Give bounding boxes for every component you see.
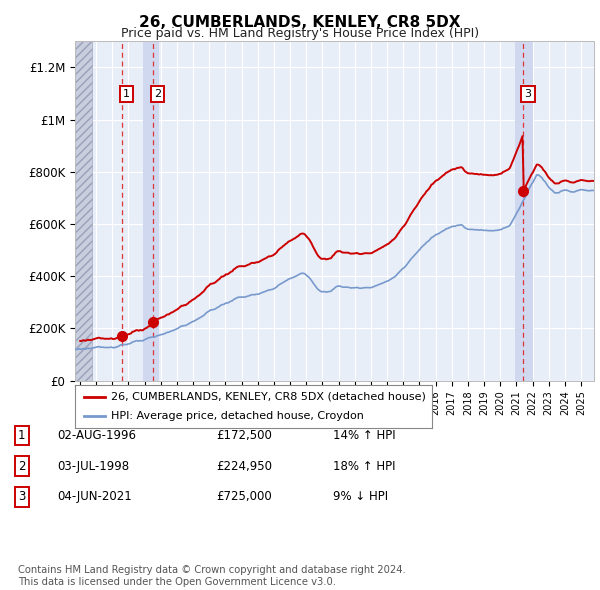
- Text: 14% ↑ HPI: 14% ↑ HPI: [333, 429, 395, 442]
- Text: 03-JUL-1998: 03-JUL-1998: [57, 460, 129, 473]
- Text: 26, CUMBERLANDS, KENLEY, CR8 5DX (detached house): 26, CUMBERLANDS, KENLEY, CR8 5DX (detach…: [111, 392, 425, 402]
- Text: 1: 1: [18, 429, 25, 442]
- Text: 02-AUG-1996: 02-AUG-1996: [57, 429, 136, 442]
- Text: £725,000: £725,000: [216, 490, 272, 503]
- Text: 3: 3: [18, 490, 25, 503]
- Text: 2: 2: [18, 460, 25, 473]
- Text: £224,950: £224,950: [216, 460, 272, 473]
- Text: 3: 3: [524, 89, 532, 99]
- Bar: [75, 41, 92, 381]
- Text: 2: 2: [154, 89, 161, 99]
- Text: HPI: Average price, detached house, Croydon: HPI: Average price, detached house, Croy…: [111, 411, 364, 421]
- Text: 18% ↑ HPI: 18% ↑ HPI: [333, 460, 395, 473]
- Text: 1: 1: [123, 89, 130, 99]
- Text: 04-JUN-2021: 04-JUN-2021: [57, 490, 132, 503]
- Text: 9% ↓ HPI: 9% ↓ HPI: [333, 490, 388, 503]
- Bar: [515, 41, 533, 381]
- Text: 26, CUMBERLANDS, KENLEY, CR8 5DX: 26, CUMBERLANDS, KENLEY, CR8 5DX: [139, 15, 461, 30]
- Text: Price paid vs. HM Land Registry's House Price Index (HPI): Price paid vs. HM Land Registry's House …: [121, 27, 479, 40]
- Text: £172,500: £172,500: [216, 429, 272, 442]
- Text: Contains HM Land Registry data © Crown copyright and database right 2024.
This d: Contains HM Land Registry data © Crown c…: [18, 565, 406, 587]
- Bar: [143, 41, 159, 381]
